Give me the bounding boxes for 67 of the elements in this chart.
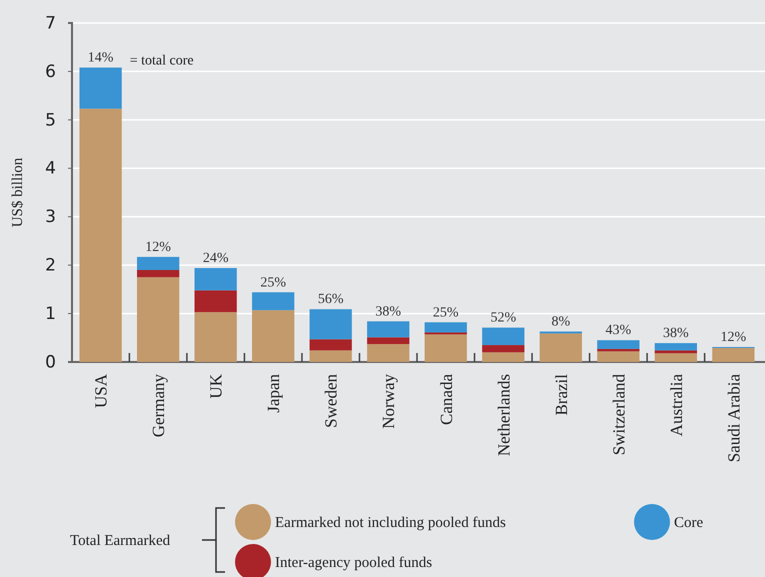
- bar: [654, 343, 697, 350]
- bar: [424, 322, 467, 332]
- x-tick-label: UK: [206, 373, 226, 399]
- annotation: 25%: [260, 275, 286, 290]
- legend-label: Inter-agency pooled funds: [275, 555, 432, 571]
- bar: [597, 340, 640, 349]
- bar: [367, 337, 410, 344]
- x-tick-label: Germany: [149, 374, 168, 438]
- annotation: 38%: [663, 326, 690, 342]
- x-tick-label: Sweden: [322, 374, 341, 428]
- y-tick-label: 3: [45, 207, 56, 228]
- bar: [137, 270, 180, 278]
- bar: [252, 310, 294, 362]
- y-tick-label: 5: [45, 110, 56, 130]
- bar: [79, 68, 122, 109]
- x-tick-label: Canada: [436, 374, 456, 425]
- y-tick-label: 0: [45, 352, 56, 372]
- bar: [482, 328, 524, 346]
- bar: [367, 344, 410, 362]
- legend-label: Core: [674, 515, 704, 531]
- annotation: 24%: [202, 251, 229, 266]
- bar: [712, 348, 755, 362]
- y-tick-label: 6: [45, 62, 56, 82]
- bar: [482, 345, 524, 352]
- bar: [310, 339, 352, 350]
- bar: [597, 348, 640, 352]
- x-tick-label: Switzerland: [609, 374, 628, 456]
- bar: [194, 290, 237, 312]
- annotation: 12%: [145, 240, 172, 255]
- annotation: 56%: [318, 292, 344, 308]
- x-tick-label: Australia: [666, 374, 686, 436]
- bar: [424, 334, 467, 362]
- annotation: 8%: [551, 314, 570, 330]
- annotation: 43%: [606, 323, 632, 338]
- bar: [310, 350, 352, 362]
- bar: [367, 321, 410, 338]
- legend-label: Earmarked not including pooled funds: [275, 515, 506, 531]
- annotation: = total core: [130, 54, 194, 69]
- bar: [137, 256, 180, 270]
- legend-title: Total Earmarked: [70, 533, 171, 549]
- x-tick-label: Brazil: [552, 374, 571, 416]
- y-tick-label: 4: [45, 158, 56, 179]
- x-tick-label: Saudi Arabia: [724, 374, 744, 462]
- bar: [540, 333, 582, 362]
- x-tick-label: Japan: [264, 374, 284, 413]
- bar: [252, 292, 294, 310]
- bar: [654, 350, 697, 354]
- x-tick-label: Netherlands: [494, 374, 514, 456]
- bar: [654, 353, 697, 362]
- bar: [137, 277, 180, 362]
- bar: [194, 312, 237, 362]
- x-tick-label: USA: [92, 373, 111, 408]
- bar: [79, 108, 122, 362]
- y-tick-label: 1: [45, 304, 56, 324]
- bar: [194, 268, 237, 290]
- annotation: 52%: [490, 310, 516, 326]
- y-tick-label: 2: [45, 256, 56, 276]
- bar: [482, 352, 524, 362]
- annotation: 12%: [720, 330, 747, 345]
- annotation: 38%: [375, 304, 402, 320]
- bar: [597, 351, 640, 362]
- y-tick-label: 7: [45, 13, 56, 34]
- annotation: 25%: [432, 305, 459, 320]
- annotation: 14%: [88, 50, 114, 66]
- y-axis-title: US$ billion: [10, 157, 26, 228]
- bar: [310, 309, 352, 340]
- x-tick-label: Norway: [379, 374, 398, 429]
